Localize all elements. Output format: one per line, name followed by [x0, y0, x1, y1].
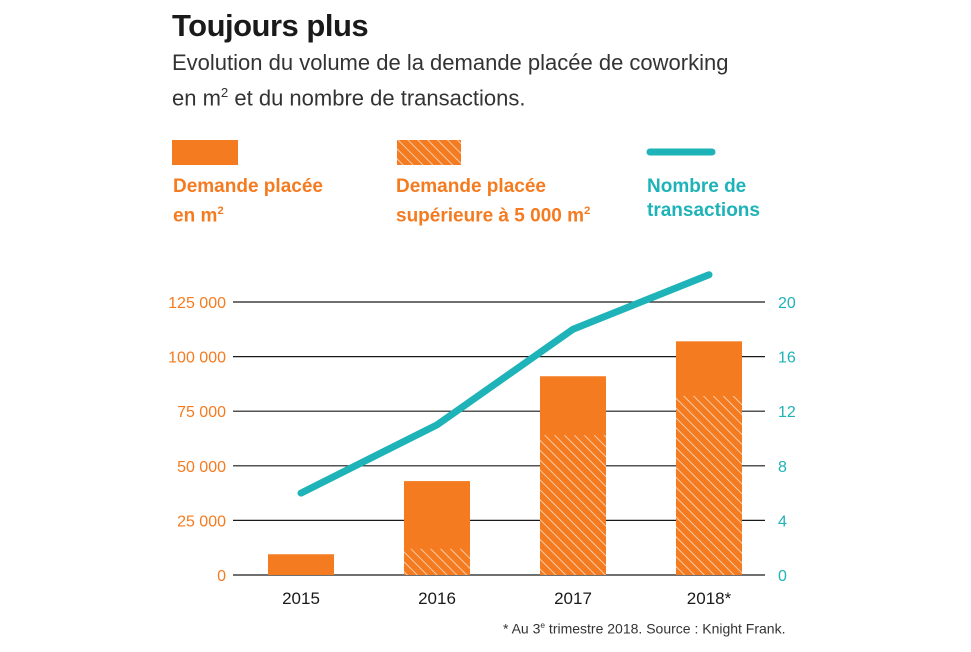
bar-demande-superieure: [404, 548, 470, 575]
legend-hatched-line2: supérieure à 5 000 m: [396, 205, 584, 227]
footnote-post: trimestre 2018. Source : Knight Frank.: [545, 620, 786, 637]
y-left-tick-label: 25 000: [177, 513, 226, 530]
legend-swatch-solid: [172, 140, 238, 165]
y-axis-left: 0 25 000 50 000 75 000 100 000 125 000: [168, 295, 226, 585]
bar-demande-superieure: [676, 395, 742, 575]
subtitle-line1: Evolution du volume de la demande placée…: [172, 50, 729, 75]
y-axis-right: 0 4 8 12 16 20: [778, 295, 796, 585]
y-right-tick-label: 4: [778, 513, 787, 530]
legend-solid-line1: Demande placée: [173, 176, 323, 197]
footnote-pre: * Au 3: [503, 620, 541, 637]
legend-swatch-hatched: [397, 140, 461, 165]
legend-label-solid: Demande placée en m2: [173, 175, 323, 228]
bar-demande-placee: [268, 554, 334, 575]
legend-label-line: Nombre de transactions: [647, 175, 760, 223]
y-left-tick-label: 0: [217, 568, 226, 585]
footnote-sup: e: [540, 620, 546, 630]
y-right-tick-label: 20: [778, 295, 796, 312]
transactions-line: [297, 271, 713, 497]
subtitle-sup: 2: [220, 85, 229, 100]
y-right-tick-label: 16: [778, 350, 796, 367]
legend-line-line2: transactions: [647, 200, 760, 221]
footnote: * Au 3e trimestre 2018. Source : Knight …: [503, 620, 786, 637]
legend-solid-sup: 2: [217, 205, 224, 217]
x-axis: 2015 2016 2017 2018*: [282, 589, 732, 608]
subtitle-line2-post: et du nombre de transactions.: [228, 85, 526, 111]
bars: [268, 341, 742, 575]
legend-line-line1: Nombre de: [647, 176, 747, 197]
bar-demande-superieure: [540, 435, 606, 575]
y-left-tick-label: 50 000: [177, 459, 226, 476]
x-tick-label: 2017: [554, 589, 592, 608]
legend-solid-line2: en m: [173, 205, 218, 227]
y-right-tick-label: 0: [778, 568, 787, 585]
y-left-tick-label: 100 000: [168, 350, 226, 367]
legend-hatched-sup: 2: [584, 205, 591, 217]
x-tick-label: 2018*: [687, 589, 732, 608]
y-left-tick-label: 75 000: [177, 404, 226, 421]
y-right-tick-label: 8: [778, 459, 787, 476]
x-tick-label: 2015: [282, 589, 320, 608]
legend-hatched-line1: Demande placée: [396, 176, 546, 197]
y-left-tick-label: 125 000: [168, 295, 226, 312]
subtitle-line2-pre: en m: [172, 85, 221, 111]
y-right-tick-label: 12: [778, 404, 796, 421]
legend-label-hatched: Demande placée supérieure à 5 000 m2: [396, 175, 590, 228]
chart-subtitle: Evolution du volume de la demande placée…: [172, 48, 792, 113]
transactions-line-path: [297, 271, 713, 497]
chart-title: Toujours plus: [172, 8, 369, 43]
x-tick-label: 2016: [418, 589, 456, 608]
